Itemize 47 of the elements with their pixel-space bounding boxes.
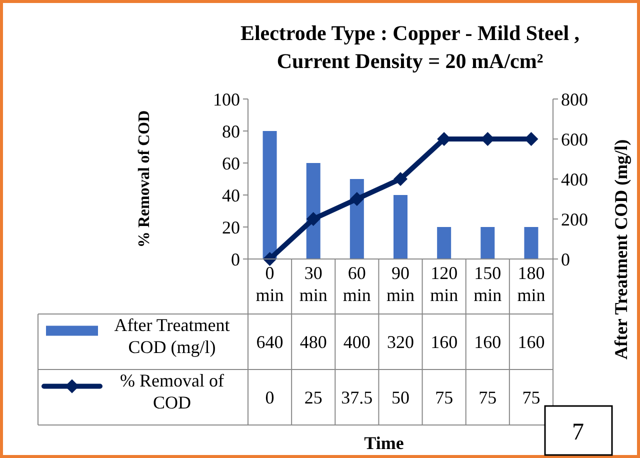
data-label: 160: [430, 332, 458, 352]
bar: [480, 227, 495, 259]
y-tick-label: 20: [222, 217, 240, 238]
text: Time: [364, 433, 404, 453]
y-tick-label: 80: [222, 121, 240, 142]
text: 7: [572, 419, 584, 446]
data-label: 37.5: [341, 388, 373, 408]
x-tick-label: 60 min: [342, 263, 371, 305]
bar: [262, 131, 277, 259]
bar: [394, 195, 408, 259]
legend-label: After Treatment COD (mg/l): [114, 314, 230, 357]
x-tick-label: 30 min: [299, 263, 328, 305]
legend-label: % Removal of COD: [120, 370, 224, 412]
data-label: 400: [343, 332, 370, 352]
y-tick-label: 0: [231, 249, 240, 270]
data-label: 75: [478, 388, 497, 408]
bar: [524, 227, 538, 259]
y2-tick-label: 800: [561, 89, 588, 110]
bar: [437, 227, 452, 259]
y2-tick-label: 200: [561, 209, 588, 230]
data-label: 25: [304, 388, 322, 408]
data-label: 480: [300, 332, 327, 352]
y-tick-label: 100: [213, 89, 240, 110]
y-axis-title: % Removal of COD: [136, 110, 153, 248]
y-tick-label: 60: [222, 153, 240, 174]
data-label: 0: [265, 388, 274, 408]
y2-tick-label: 400: [561, 169, 588, 190]
y2-tick-label: 0: [561, 249, 570, 270]
chart-title: Electrode Type : Copper - Mild Steel , Current Density = 20 mA/cm²: [240, 21, 580, 73]
x-tick-label: 150 min: [474, 263, 502, 305]
y2-tick-label: 600: [561, 129, 588, 150]
x-tick-label: 180 min: [517, 263, 546, 305]
x-tick-label: 90 min: [386, 263, 415, 305]
point: [306, 212, 320, 226]
data-label: 75: [522, 388, 540, 408]
data-label: 160: [474, 332, 502, 352]
x-tick-label: 0 min: [256, 263, 284, 305]
data-label: 320: [387, 332, 414, 352]
data-label: 160: [518, 332, 545, 352]
point: [350, 192, 364, 206]
data-label: 50: [392, 388, 410, 408]
data-label: 640: [256, 332, 284, 352]
y2-axis-title: After Treatment COD (mg/l): [611, 139, 631, 360]
data-label: 75: [435, 388, 454, 408]
point: [394, 172, 408, 186]
x-tick-label: 120 min: [430, 263, 458, 305]
y-tick-label: 40: [222, 185, 240, 206]
